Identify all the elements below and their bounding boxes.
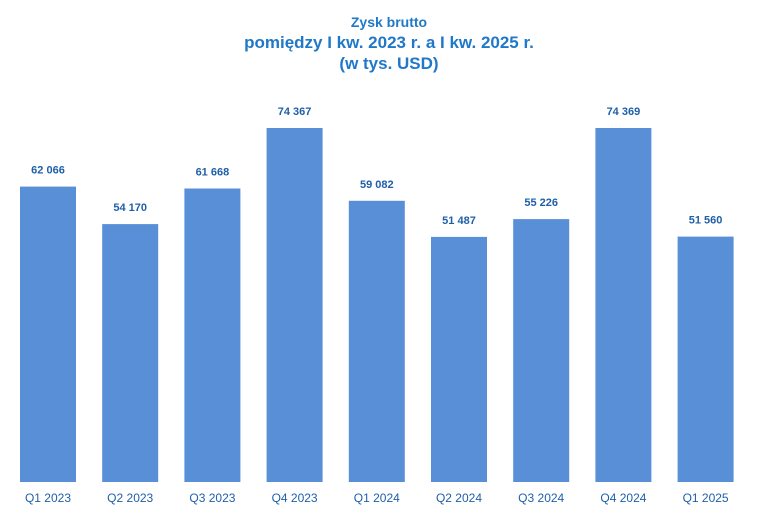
data-label: 61 668 — [196, 167, 230, 179]
x-tick-label: Q2 2024 — [436, 491, 482, 505]
x-tick-label: Q1 2024 — [354, 491, 400, 505]
bar-q4-2023 — [266, 128, 323, 482]
bar-q3-2023 — [184, 188, 241, 482]
data-label: 74 369 — [607, 106, 641, 118]
bar-q2-2023 — [102, 224, 159, 482]
x-tick-label: Q4 2023 — [272, 491, 318, 505]
bars-layer — [20, 128, 734, 483]
chart-title-line-1: Zysk brutto — [350, 14, 428, 30]
chart-title: Zysk brutto pomiędzy I kw. 2023 r. a I k… — [0, 14, 778, 74]
data-label: 62 066 — [31, 165, 65, 177]
chart-title-line-2: pomiędzy I kw. 2023 r. a I kw. 2025 r. — [244, 32, 534, 52]
data-label: 59 082 — [360, 179, 394, 191]
bar-q1-2023 — [20, 186, 76, 482]
chart-title-line-3: (w tys. USD) — [339, 53, 439, 73]
bar-q1-2024 — [348, 200, 405, 483]
bar-q1-2025 — [677, 236, 734, 482]
x-tick-label: Q2 2023 — [107, 491, 153, 505]
bar-q2-2024 — [431, 236, 487, 482]
value-labels-layer: 62 066 54 170 61 668 74 367 59 082 51 487 55 2… — [31, 106, 722, 227]
tick-labels-layer: Q1 2023 Q2 2023 Q3 2023 Q4 2023 Q1 2024 Q2 20… — [25, 491, 729, 505]
bar-q4-2024 — [595, 128, 652, 482]
x-tick-label: Q4 2024 — [600, 491, 646, 505]
data-label: 54 170 — [113, 202, 147, 214]
data-label: 74 367 — [278, 106, 312, 118]
data-label: 51 560 — [689, 215, 723, 227]
data-label: 55 226 — [524, 197, 558, 209]
bar-q3-2024 — [513, 219, 570, 482]
x-tick-label: Q3 2024 — [518, 491, 564, 505]
data-label: 51 487 — [442, 215, 476, 227]
x-tick-label: Q1 2023 — [25, 491, 71, 505]
x-tick-label: Q1 2025 — [683, 491, 729, 505]
x-tick-label: Q3 2023 — [189, 491, 235, 505]
